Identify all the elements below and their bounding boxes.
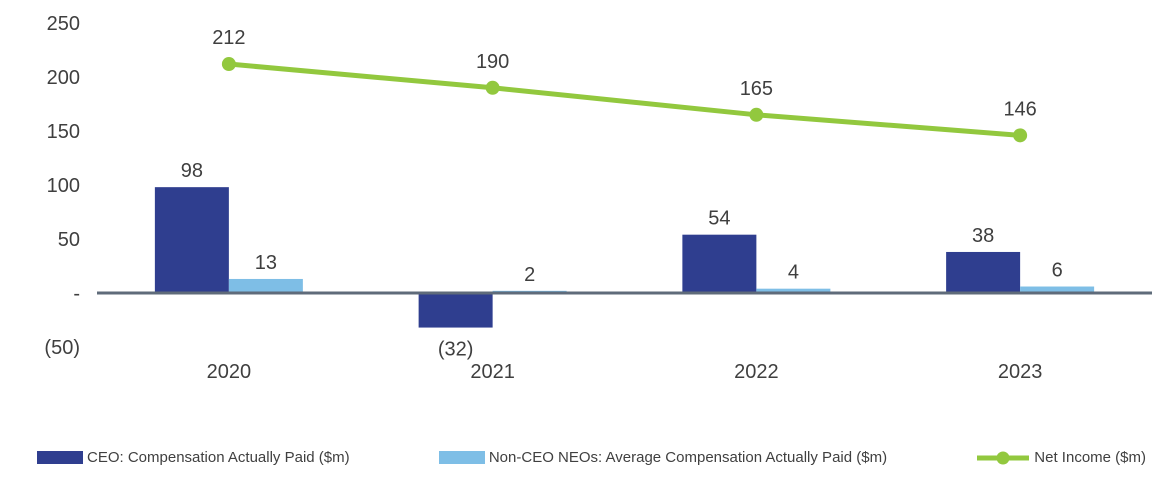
y-tick-label: 50 [58, 229, 80, 251]
x-category-label-2022: 2022 [734, 361, 779, 383]
bar-data-label: (32) [438, 339, 474, 361]
y-tick-label: 100 [47, 175, 80, 197]
nonceo-bar-swatch-icon [438, 451, 485, 464]
combo-chart-plot: 250 200 150 100 50 - (50) 2020 2021 2022 2023 98 (32… [44, 13, 1152, 383]
ceo-bar-swatch-icon [37, 451, 83, 464]
line-point-2020 [221, 57, 236, 72]
line-data-label: 190 [476, 51, 509, 73]
net-income-line-swatch-icon [977, 451, 1030, 464]
bar-series1-2020 [228, 278, 303, 293]
legend-item-nonceo-compensation: Non-CEO NEOs: Average Compensation Actua… [438, 449, 888, 466]
bar-data-label: 98 [181, 160, 203, 182]
y-tick-label: (50) [44, 337, 80, 359]
bar-series0-2020 [154, 187, 229, 293]
y-tick-label: 150 [47, 121, 80, 143]
legend-label-ceo-compensation: CEO: Compensation Actually Paid ($m) [87, 449, 350, 466]
bar-series1-2023 [1020, 286, 1095, 293]
line-point-2021 [485, 80, 500, 95]
legend-label-nonceo-compensation: Non-CEO NEOs: Average Compensation Actua… [488, 449, 888, 466]
y-tick-label: 200 [47, 67, 80, 89]
legend-item-ceo-compensation: CEO: Compensation Actually Paid ($m) [37, 449, 350, 466]
bar-series0-2023 [946, 251, 1021, 293]
bar-data-label: 2 [524, 264, 535, 286]
bar-data-label: 4 [788, 262, 799, 284]
x-category-label-2021: 2021 [470, 361, 515, 383]
bar-series0-2021 [418, 293, 493, 328]
bar-data-label: 6 [1052, 260, 1063, 282]
y-tick-label: 250 [47, 13, 80, 35]
legend-label-net-income: Net Income ($m) [1034, 449, 1146, 466]
bar-data-label: 13 [255, 252, 277, 274]
line-data-label: 165 [740, 78, 773, 100]
bar-data-label: 38 [972, 225, 994, 247]
bar-data-label: 54 [708, 208, 730, 230]
line-point-2022 [749, 107, 764, 122]
bar-series1-2022 [756, 288, 831, 293]
line-point-2023 [1013, 128, 1028, 143]
bar-series0-2022 [682, 234, 757, 293]
line-data-label: 212 [212, 27, 245, 49]
chart-legend: CEO: Compensation Actually Paid ($m) Non… [0, 449, 1176, 466]
x-category-label-2020: 2020 [207, 361, 252, 383]
legend-item-net-income: Net Income ($m) [976, 449, 1146, 466]
y-tick-label: - [73, 283, 80, 305]
net-income-line [228, 61, 1021, 138]
x-category-label-2023: 2023 [998, 361, 1043, 383]
line-data-label: 146 [1003, 98, 1036, 120]
